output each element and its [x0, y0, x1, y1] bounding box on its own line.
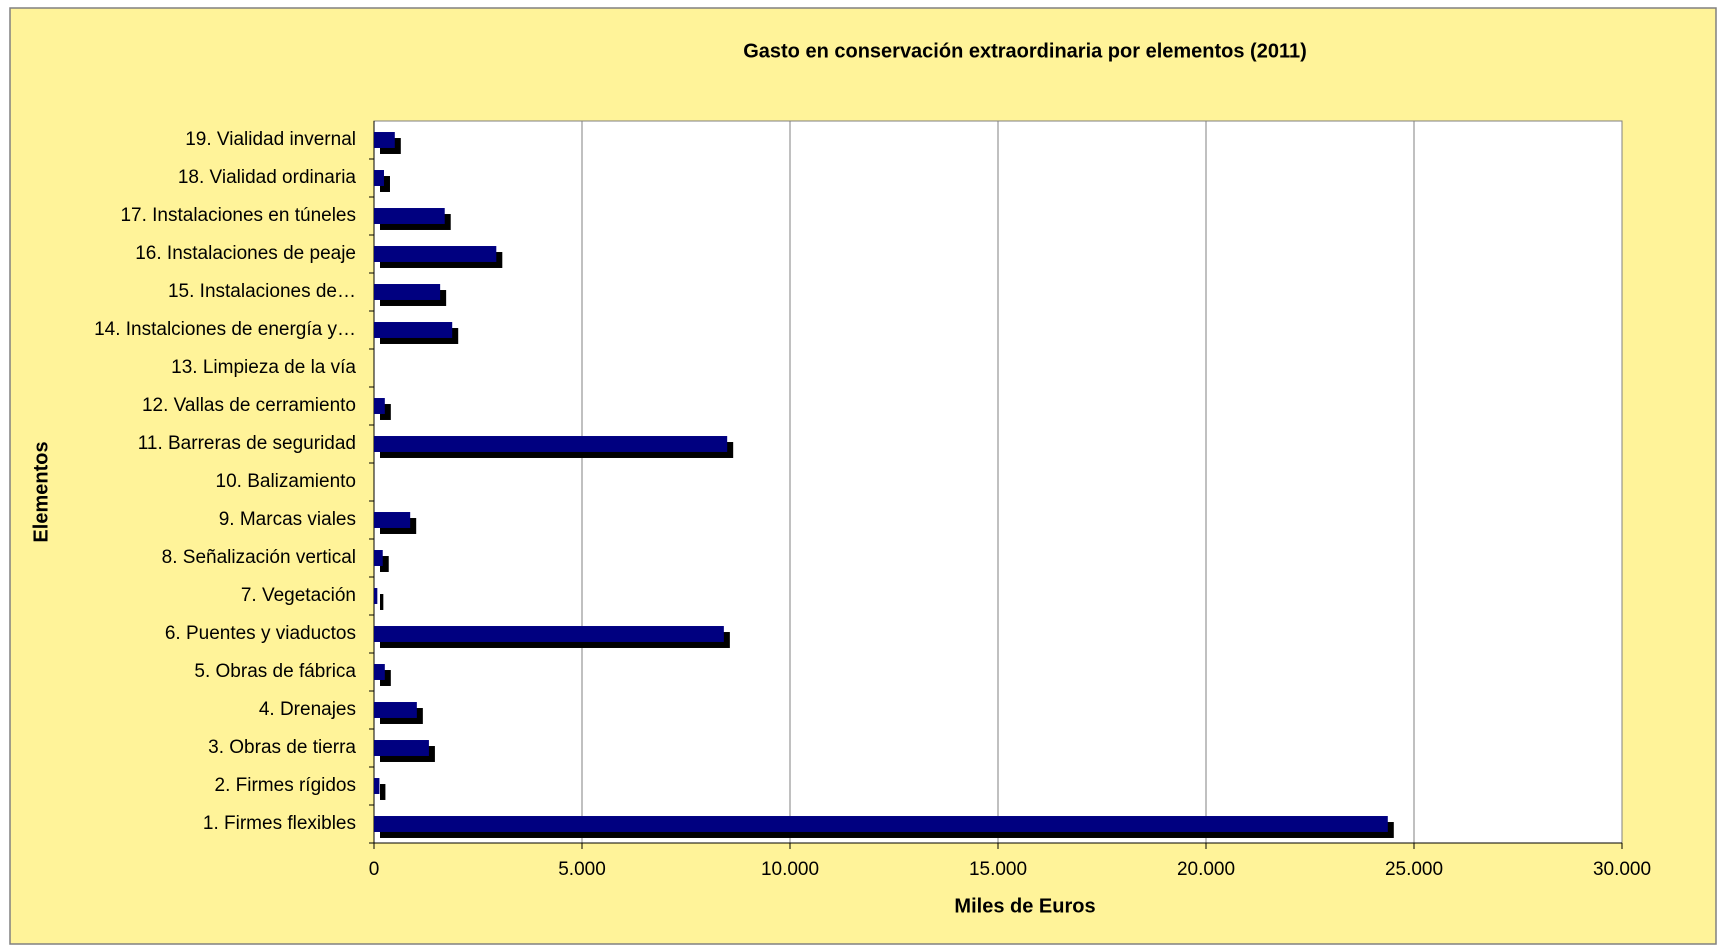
x-axis-label: Miles de Euros — [954, 895, 1095, 917]
x-tick-label: 15.000 — [969, 859, 1027, 880]
bar — [374, 626, 724, 642]
y-tick-label: 15. Instalaciones de… — [168, 281, 356, 302]
y-tick-label: 17. Instalaciones en túneles — [120, 205, 356, 226]
bar-shadow — [380, 404, 391, 420]
bar — [374, 816, 1388, 832]
y-tick-label: 7. Vegetación — [241, 585, 356, 606]
bar-shadow — [380, 594, 384, 610]
x-tick-label: 30.000 — [1593, 859, 1651, 880]
x-tick-label: 25.000 — [1385, 859, 1443, 880]
y-tick-label: 12. Vallas de cerramiento — [142, 395, 356, 416]
x-tick-label: 10.000 — [761, 859, 819, 880]
bar — [374, 740, 429, 756]
bar — [374, 778, 380, 794]
y-tick-label: 9. Marcas viales — [219, 509, 356, 530]
bar — [374, 664, 385, 680]
bar — [374, 284, 441, 300]
y-tick-label: 2. Firmes rígidos — [215, 775, 356, 796]
y-tick-label: 10. Balizamiento — [216, 471, 356, 492]
x-tick-label: 0 — [369, 859, 380, 880]
bar — [374, 170, 384, 186]
bar — [374, 132, 395, 148]
y-tick-label: 4. Drenajes — [259, 699, 356, 720]
y-tick-label: 11. Barreras de seguridad — [138, 433, 356, 454]
y-tick-label: 18. Vialidad ordinaria — [178, 167, 357, 188]
y-tick-label: 6. Puentes y viaductos — [165, 623, 356, 644]
y-tick-label: 5. Obras de fábrica — [194, 661, 356, 682]
bar — [374, 702, 417, 718]
y-tick-label: 1. Firmes flexibles — [203, 813, 356, 834]
bar-shadow — [380, 784, 386, 800]
bar — [374, 208, 445, 224]
y-tick-label: 13. Limpieza de la vía — [171, 357, 356, 378]
y-tick-label: 14. Instalciones de energía y… — [94, 319, 356, 340]
bar — [374, 550, 383, 566]
bar — [374, 512, 411, 528]
bar — [374, 398, 385, 414]
y-tick-label: 3. Obras de tierra — [208, 737, 356, 758]
bar — [374, 588, 378, 604]
y-tick-label: 8. Señalización vertical — [162, 547, 356, 568]
y-axis-label: Elementos — [30, 441, 52, 542]
y-tick-label: 19. Vialidad invernal — [185, 129, 356, 150]
y-tick-label: 16. Instalaciones de peaje — [135, 243, 356, 264]
bar-shadow — [380, 176, 390, 192]
x-tick-label: 5.000 — [558, 859, 606, 880]
bar — [374, 322, 453, 338]
bar-shadow — [380, 670, 391, 686]
bar — [374, 436, 728, 452]
bar-shadow — [380, 556, 389, 572]
chart-title: Gasto en conservación extraordinaria por… — [743, 40, 1307, 62]
x-tick-label: 20.000 — [1177, 859, 1235, 880]
bar — [374, 246, 497, 262]
